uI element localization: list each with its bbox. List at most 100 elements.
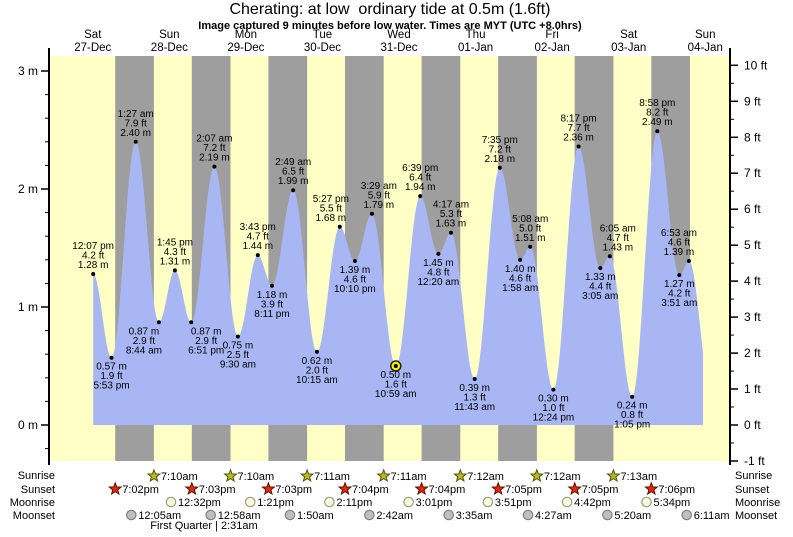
low-tide-annotation: 1.45 m <box>423 258 454 269</box>
moonset-icon <box>681 509 692 521</box>
right-axis-label: 5 ft <box>744 238 761 252</box>
high-tide-annotation: 1.31 m <box>160 256 191 267</box>
low-tide-annotation: 1.3 ft <box>464 393 486 404</box>
right-axis-label: -1 ft <box>744 454 765 468</box>
high-tide-annotation: 1.94 m <box>405 182 436 193</box>
moon-phase-note: First Quarter | 2:31am <box>150 520 258 532</box>
sunset-icon <box>414 481 429 496</box>
sunset-icon <box>107 481 123 496</box>
low-tide-annotation: 4.6 ft <box>344 275 366 286</box>
sunset-row-label-right: Sunset <box>735 484 770 496</box>
sunset-icon <box>644 481 659 496</box>
low-tide-annotation: 0.87 m <box>191 326 222 337</box>
day-name-label: Tue <box>313 29 332 41</box>
day-date-label: 30-Dec <box>304 42 341 54</box>
right-axis-label: 2 ft <box>744 346 761 360</box>
moonset-icon <box>284 509 296 521</box>
low-tide-annotation: 1.18 m <box>257 290 288 301</box>
high-tide-annotation: 5.0 ft <box>519 223 541 234</box>
tide-point-dot <box>686 259 691 263</box>
high-tide-annotation: 1.68 m <box>316 213 347 224</box>
left-axis-label: 2 m <box>18 182 38 196</box>
moonrise-icon <box>165 496 177 508</box>
tide-point-dot <box>337 224 342 229</box>
low-tide-annotation: 8:11 pm <box>254 309 289 320</box>
moonset-time: 2:42am <box>376 510 413 522</box>
high-tide-annotation: 2.40 m <box>120 128 151 139</box>
moonset-row-label-left: Moonset <box>12 510 55 522</box>
tide-point-dot <box>352 259 357 263</box>
moonset-row-label-right: Moonset <box>735 510 778 522</box>
sunset-time: 7:04pm <box>352 484 389 496</box>
day-name-label: Fri <box>545 29 558 41</box>
left-axis-label: 3 m <box>18 64 38 78</box>
day-name-label: Sun <box>695 29 715 41</box>
tide-point-dot <box>630 394 635 399</box>
tide-point-dot <box>576 144 581 149</box>
tide-point-dot <box>551 387 556 392</box>
moonset-time: 4:27am <box>535 510 572 522</box>
low-tide-annotation: 1.27 m <box>664 279 695 290</box>
moonset-time: 12:05am <box>138 510 181 522</box>
high-tide-annotation: 8:58 pm <box>639 98 675 109</box>
day-date-label: 28-Dec <box>151 42 188 54</box>
day-name-label: Sat <box>620 29 638 41</box>
moonrise-time: 4:42pm <box>574 497 611 509</box>
high-tide-annotation: 4.7 ft <box>247 232 269 243</box>
low-tide-annotation: 3:51 am <box>661 298 697 309</box>
low-tide-annotation: 1.39 m <box>340 265 371 276</box>
high-tide-annotation: 1:45 pm <box>157 237 193 248</box>
high-tide-annotation: 1.39 m <box>664 247 695 258</box>
tide-point-dot <box>133 139 138 144</box>
moonset-icon <box>205 509 216 521</box>
moonrise-row-label-right: Moonrise <box>735 497 781 509</box>
tide-point-dot <box>655 129 660 134</box>
low-tide-annotation: 0.39 m <box>459 383 490 394</box>
sunset-icon <box>261 481 276 496</box>
tide-point-dot <box>518 257 523 262</box>
moonset-time: 3:35am <box>456 510 493 522</box>
low-tide-annotation: 0.24 m <box>617 401 648 412</box>
low-tide-annotation: 11:43 am <box>454 402 495 413</box>
sunrise-icon <box>299 468 315 483</box>
moonrise-time: 1:21pm <box>257 497 294 509</box>
sunset-time: 7:06pm <box>658 484 695 496</box>
day-date-label: 01-Jan <box>458 42 493 54</box>
moonset-time: 12:58am <box>218 510 261 522</box>
sunrise-icon <box>376 468 391 483</box>
right-axis-label: 10 ft <box>744 58 768 72</box>
moonrise-icon <box>482 496 494 508</box>
tide-point-dot <box>212 164 217 169</box>
moonrise-icon <box>244 496 256 508</box>
tide-point-dot <box>109 355 114 360</box>
tide-point-dot <box>156 320 161 325</box>
low-tide-annotation: 1.9 ft <box>100 371 122 382</box>
tide-point-dot <box>270 283 274 288</box>
low-tide-annotation: 2.9 ft <box>133 336 155 347</box>
low-tide-annotation: 12:20 am <box>418 277 460 288</box>
sunset-time: 7:03pm <box>275 484 312 496</box>
day-date-label: 29-Dec <box>227 42 264 54</box>
tide-point-dot <box>189 320 194 325</box>
sunset-time: 7:05pm <box>505 484 542 496</box>
high-tide-annotation: 12:07 pm <box>72 241 114 252</box>
right-axis-label: 9 ft <box>744 94 761 108</box>
moonset-icon <box>602 509 613 521</box>
tide-point-dot <box>255 253 260 258</box>
high-tide-annotation: 5.5 ft <box>320 203 342 214</box>
day-name-label: Mon <box>235 29 257 41</box>
right-axis-label: 6 ft <box>744 202 761 216</box>
high-tide-annotation: 5:08 am <box>512 214 548 225</box>
page-subtitle: Image captured 9 minutes before low wate… <box>198 20 582 32</box>
low-tide-annotation: 1:05 pm <box>614 420 650 431</box>
high-tide-annotation: 6:53 am <box>661 228 697 239</box>
tide-point-dot <box>497 165 502 170</box>
low-tide-annotation: 5:53 pm <box>93 381 129 392</box>
day-date-label: 31-Dec <box>380 42 417 54</box>
sunrise-icon <box>606 468 621 483</box>
sunset-time: 7:04pm <box>429 484 466 496</box>
low-tide-annotation: 2.9 ft <box>195 336 217 347</box>
high-tide-annotation: 5.3 ft <box>440 209 462 220</box>
